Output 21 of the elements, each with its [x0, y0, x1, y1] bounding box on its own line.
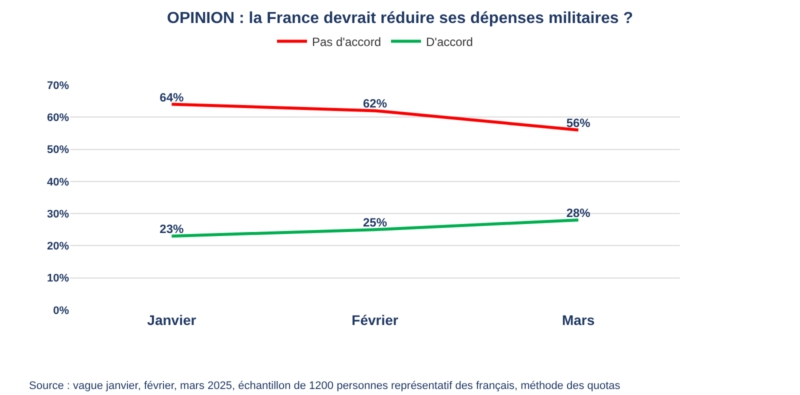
y-tick-label: 70%	[46, 80, 70, 92]
y-tick-label: 20%	[46, 240, 70, 253]
chart-title: OPINION : la France devrait réduire ses dépenses militaires ?	[167, 10, 633, 28]
data-label: 28%	[566, 206, 591, 220]
source-note: Source : vague janvier, février, mars 2025, échantillon de 1200 personnes représentatif des français, méthode des quotas	[29, 380, 621, 392]
x-tick-label: Mars	[562, 312, 595, 328]
data-label: 25%	[362, 216, 388, 230]
y-tick-label: 0%	[53, 304, 70, 317]
x-tick-label: Février	[352, 312, 399, 328]
y-tick-label: 30%	[46, 208, 70, 220]
legend-label: Pas d'accord	[312, 34, 381, 49]
legend-label: D'accord	[426, 34, 473, 49]
y-tick-label: 60%	[46, 112, 70, 124]
y-tick-label: 50%	[46, 144, 70, 156]
data-label: 64%	[160, 90, 184, 104]
data-label: 62%	[362, 96, 388, 111]
data-label: 23%	[160, 222, 184, 236]
data-label: 56%	[566, 116, 591, 130]
y-tick-label: 10%	[46, 272, 70, 285]
y-tick-label: 40%	[46, 176, 70, 188]
x-tick-label: Janvier	[147, 312, 197, 328]
